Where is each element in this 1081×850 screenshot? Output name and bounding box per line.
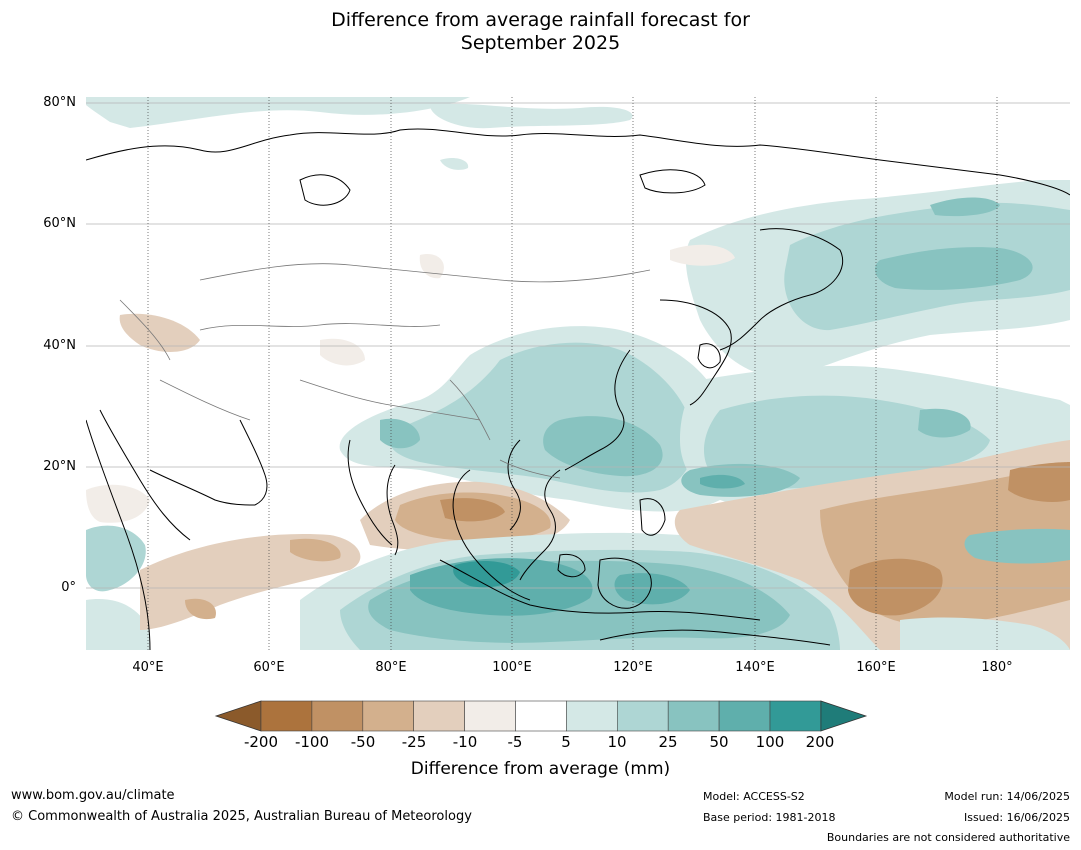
anomaly-region (86, 97, 470, 128)
colorbar-tick-label: 10 (607, 733, 627, 751)
title-line-2: September 2025 (460, 32, 621, 54)
colorbar-max-arrow (820, 700, 868, 732)
latitude-label: 40°N (43, 338, 76, 353)
anomaly-region (875, 247, 1033, 290)
colorbar-tick-label: -50 (350, 733, 376, 751)
anomaly-region (670, 244, 735, 266)
latitude-label: 0° (61, 580, 76, 595)
anomaly-region (543, 416, 663, 477)
anomaly-region (848, 558, 943, 616)
anomaly-region (86, 525, 146, 592)
colorbar-tick-label: -5 (507, 733, 523, 751)
latitude-label: 80°N (43, 95, 76, 110)
colorbar-tick-label: -10 (452, 733, 478, 751)
anomaly-region (430, 103, 633, 129)
model-name: Model: ACCESS-S2 (703, 790, 805, 803)
anomaly-region (320, 338, 365, 366)
longitude-label: 60°E (253, 660, 285, 675)
longitude-label: 160°E (856, 660, 896, 675)
country-borders (119, 263, 651, 479)
longitude-label: 100°E (492, 660, 532, 675)
anomaly-region (290, 538, 341, 562)
longitude-label: 80°E (375, 660, 407, 675)
longitude-label: 180° (981, 660, 1013, 675)
longitude-label: 40°E (132, 660, 164, 675)
anomaly-region (453, 560, 520, 588)
boundaries-disclaimer: Boundaries are not considered authoritat… (826, 831, 1070, 844)
anomaly-region (1008, 462, 1070, 502)
colorbar-tick-label: 200 (805, 733, 835, 751)
issued-date: Issued: 16/06/2025 (963, 811, 1070, 824)
colorbar-segment (769, 700, 822, 732)
website-link[interactable]: www.bom.gov.au/climate (11, 788, 175, 803)
colorbar (214, 700, 868, 732)
anomaly-region (86, 484, 150, 523)
longitude-gridlines (147, 97, 998, 650)
anomaly-region (185, 598, 216, 620)
latitude-gridlines (86, 102, 1070, 589)
anomaly-region (918, 408, 971, 438)
anomaly-region (900, 617, 1070, 650)
colorbar-tick-label: 50 (709, 733, 729, 751)
colorbar-segment (362, 700, 414, 732)
map-title: Difference from average rainfall forecas… (0, 9, 1081, 55)
anomaly-region (119, 313, 200, 352)
copyright-notice: © Commonwealth of Australia 2025, Austra… (11, 809, 472, 824)
colorbar-min-arrow (214, 700, 262, 732)
colorbar-tick-label: -200 (243, 733, 279, 751)
anomaly-region (614, 573, 690, 605)
latitude-label: 20°N (43, 459, 76, 474)
longitude-label: 120°E (613, 660, 653, 675)
colorbar-tick-label: 5 (561, 733, 571, 751)
colorbar-segment (311, 700, 364, 732)
anomaly-region (700, 474, 745, 489)
anomaly-region (440, 498, 505, 522)
colorbar-segment (260, 700, 313, 732)
colorbar-tick-label: 25 (658, 733, 678, 751)
colorbar-segment (667, 700, 720, 732)
latitude-label: 60°N (43, 216, 76, 231)
colorbar-segment (718, 700, 771, 732)
anomaly-field (86, 97, 1070, 650)
model-run-date: Model run: 14/06/2025 (944, 790, 1070, 803)
anomaly-region (86, 599, 150, 650)
anomaly-region (440, 157, 469, 170)
colorbar-segment (413, 700, 465, 732)
anomaly-region (703, 395, 990, 489)
colorbar-title: Difference from average (mm) (410, 759, 671, 779)
anomaly-region (964, 528, 1070, 564)
colorbar-tick-label: -100 (294, 733, 330, 751)
colorbar-segment (515, 700, 567, 732)
title-line-1: Difference from average rainfall forecas… (331, 9, 750, 31)
coastlines (86, 128, 1070, 650)
colorbar-tick-label: 100 (755, 733, 785, 751)
colorbar-tick-label: -25 (401, 733, 427, 751)
base-period: Base period: 1981-2018 (703, 811, 836, 824)
anomaly-region (930, 197, 1000, 217)
colorbar-segment (464, 700, 516, 732)
colorbar-segment (566, 700, 618, 732)
anomaly-region (380, 418, 420, 449)
colorbar-segment (616, 700, 669, 732)
longitude-label: 140°E (735, 660, 775, 675)
